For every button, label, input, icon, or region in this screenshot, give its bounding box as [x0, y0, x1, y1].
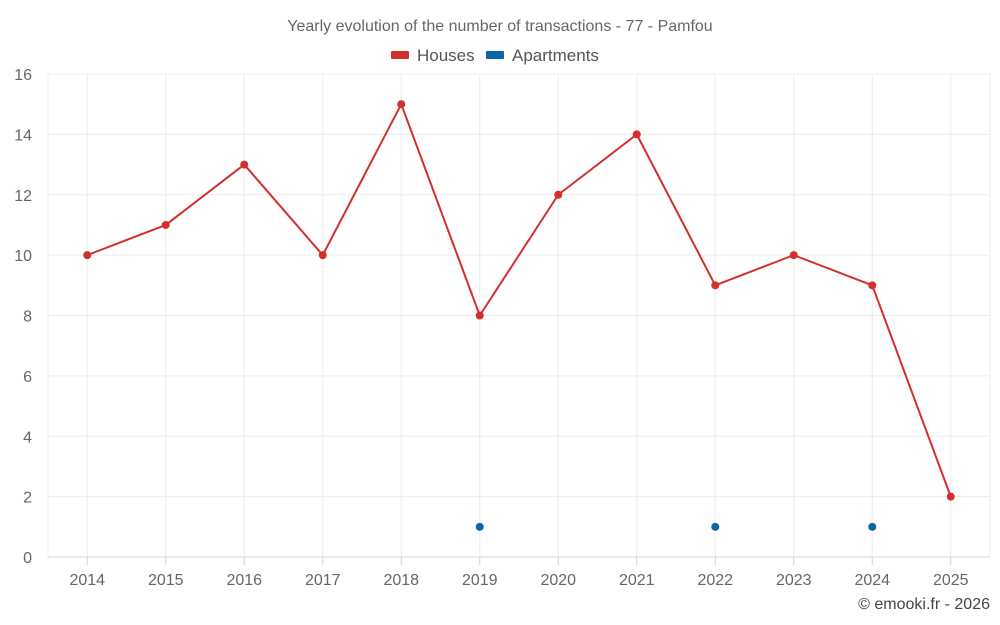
x-tick-label: 2023	[776, 572, 812, 589]
legend-swatch-apartments	[486, 51, 504, 59]
y-tick-label: 0	[23, 550, 32, 567]
data-point-houses[interactable]	[632, 130, 641, 139]
data-point-apartments[interactable]	[711, 522, 720, 531]
series-houses	[83, 100, 955, 501]
axes	[48, 556, 990, 565]
y-tick-label: 10	[14, 248, 32, 265]
x-tick-label: 2021	[619, 572, 655, 589]
x-tick-label: 2019	[462, 572, 498, 589]
x-tick-label: 2016	[226, 572, 262, 589]
credit-text: © emooki.fr - 2026	[858, 596, 990, 613]
y-tick-label: 4	[23, 429, 32, 446]
data-point-houses[interactable]	[554, 190, 563, 199]
y-tick-label: 8	[23, 309, 32, 326]
data-point-houses[interactable]	[397, 100, 406, 109]
legend-label-apartments[interactable]: Apartments	[512, 46, 599, 65]
x-tick-label: 2017	[305, 572, 341, 589]
y-axis-ticks: 0 2 4 6 8 10 12 14 16	[14, 67, 32, 567]
data-point-houses[interactable]	[240, 160, 249, 169]
data-point-houses[interactable]	[868, 281, 877, 290]
x-tick-label: 2022	[697, 572, 733, 589]
y-tick-label: 2	[23, 490, 32, 507]
data-point-houses[interactable]	[83, 251, 92, 260]
x-tick-label: 2025	[933, 572, 969, 589]
data-point-houses[interactable]	[318, 251, 327, 260]
x-tick-label: 2018	[383, 572, 419, 589]
grid	[47, 73, 991, 557]
legend-swatch-houses	[391, 51, 409, 59]
legend-label-houses[interactable]: Houses	[417, 46, 475, 65]
x-axis-ticks: 2014 2015 2016 2017 2018 2019 2020 2021 2022 2023…	[69, 572, 968, 589]
legend: Houses Apartments	[391, 46, 599, 65]
data-point-houses[interactable]	[475, 311, 484, 320]
y-tick-label: 6	[23, 369, 32, 386]
x-tick-label: 2020	[540, 572, 576, 589]
series-line-houses	[86, 103, 952, 497]
y-tick-label: 14	[14, 127, 32, 144]
x-tick-label: 2015	[148, 572, 184, 589]
x-tick-label: 2014	[69, 572, 105, 589]
series	[83, 100, 955, 531]
series-apartments	[475, 522, 877, 531]
chart-title: Yearly evolution of the number of transa…	[287, 18, 712, 35]
data-point-apartments[interactable]	[475, 522, 484, 531]
data-point-houses[interactable]	[789, 251, 798, 260]
x-tick-label: 2024	[854, 572, 890, 589]
y-tick-label: 12	[14, 188, 32, 205]
data-point-houses[interactable]	[711, 281, 720, 290]
data-point-houses[interactable]	[946, 492, 955, 501]
data-point-apartments[interactable]	[868, 522, 877, 531]
data-point-houses[interactable]	[161, 220, 170, 229]
y-tick-label: 16	[14, 67, 32, 84]
